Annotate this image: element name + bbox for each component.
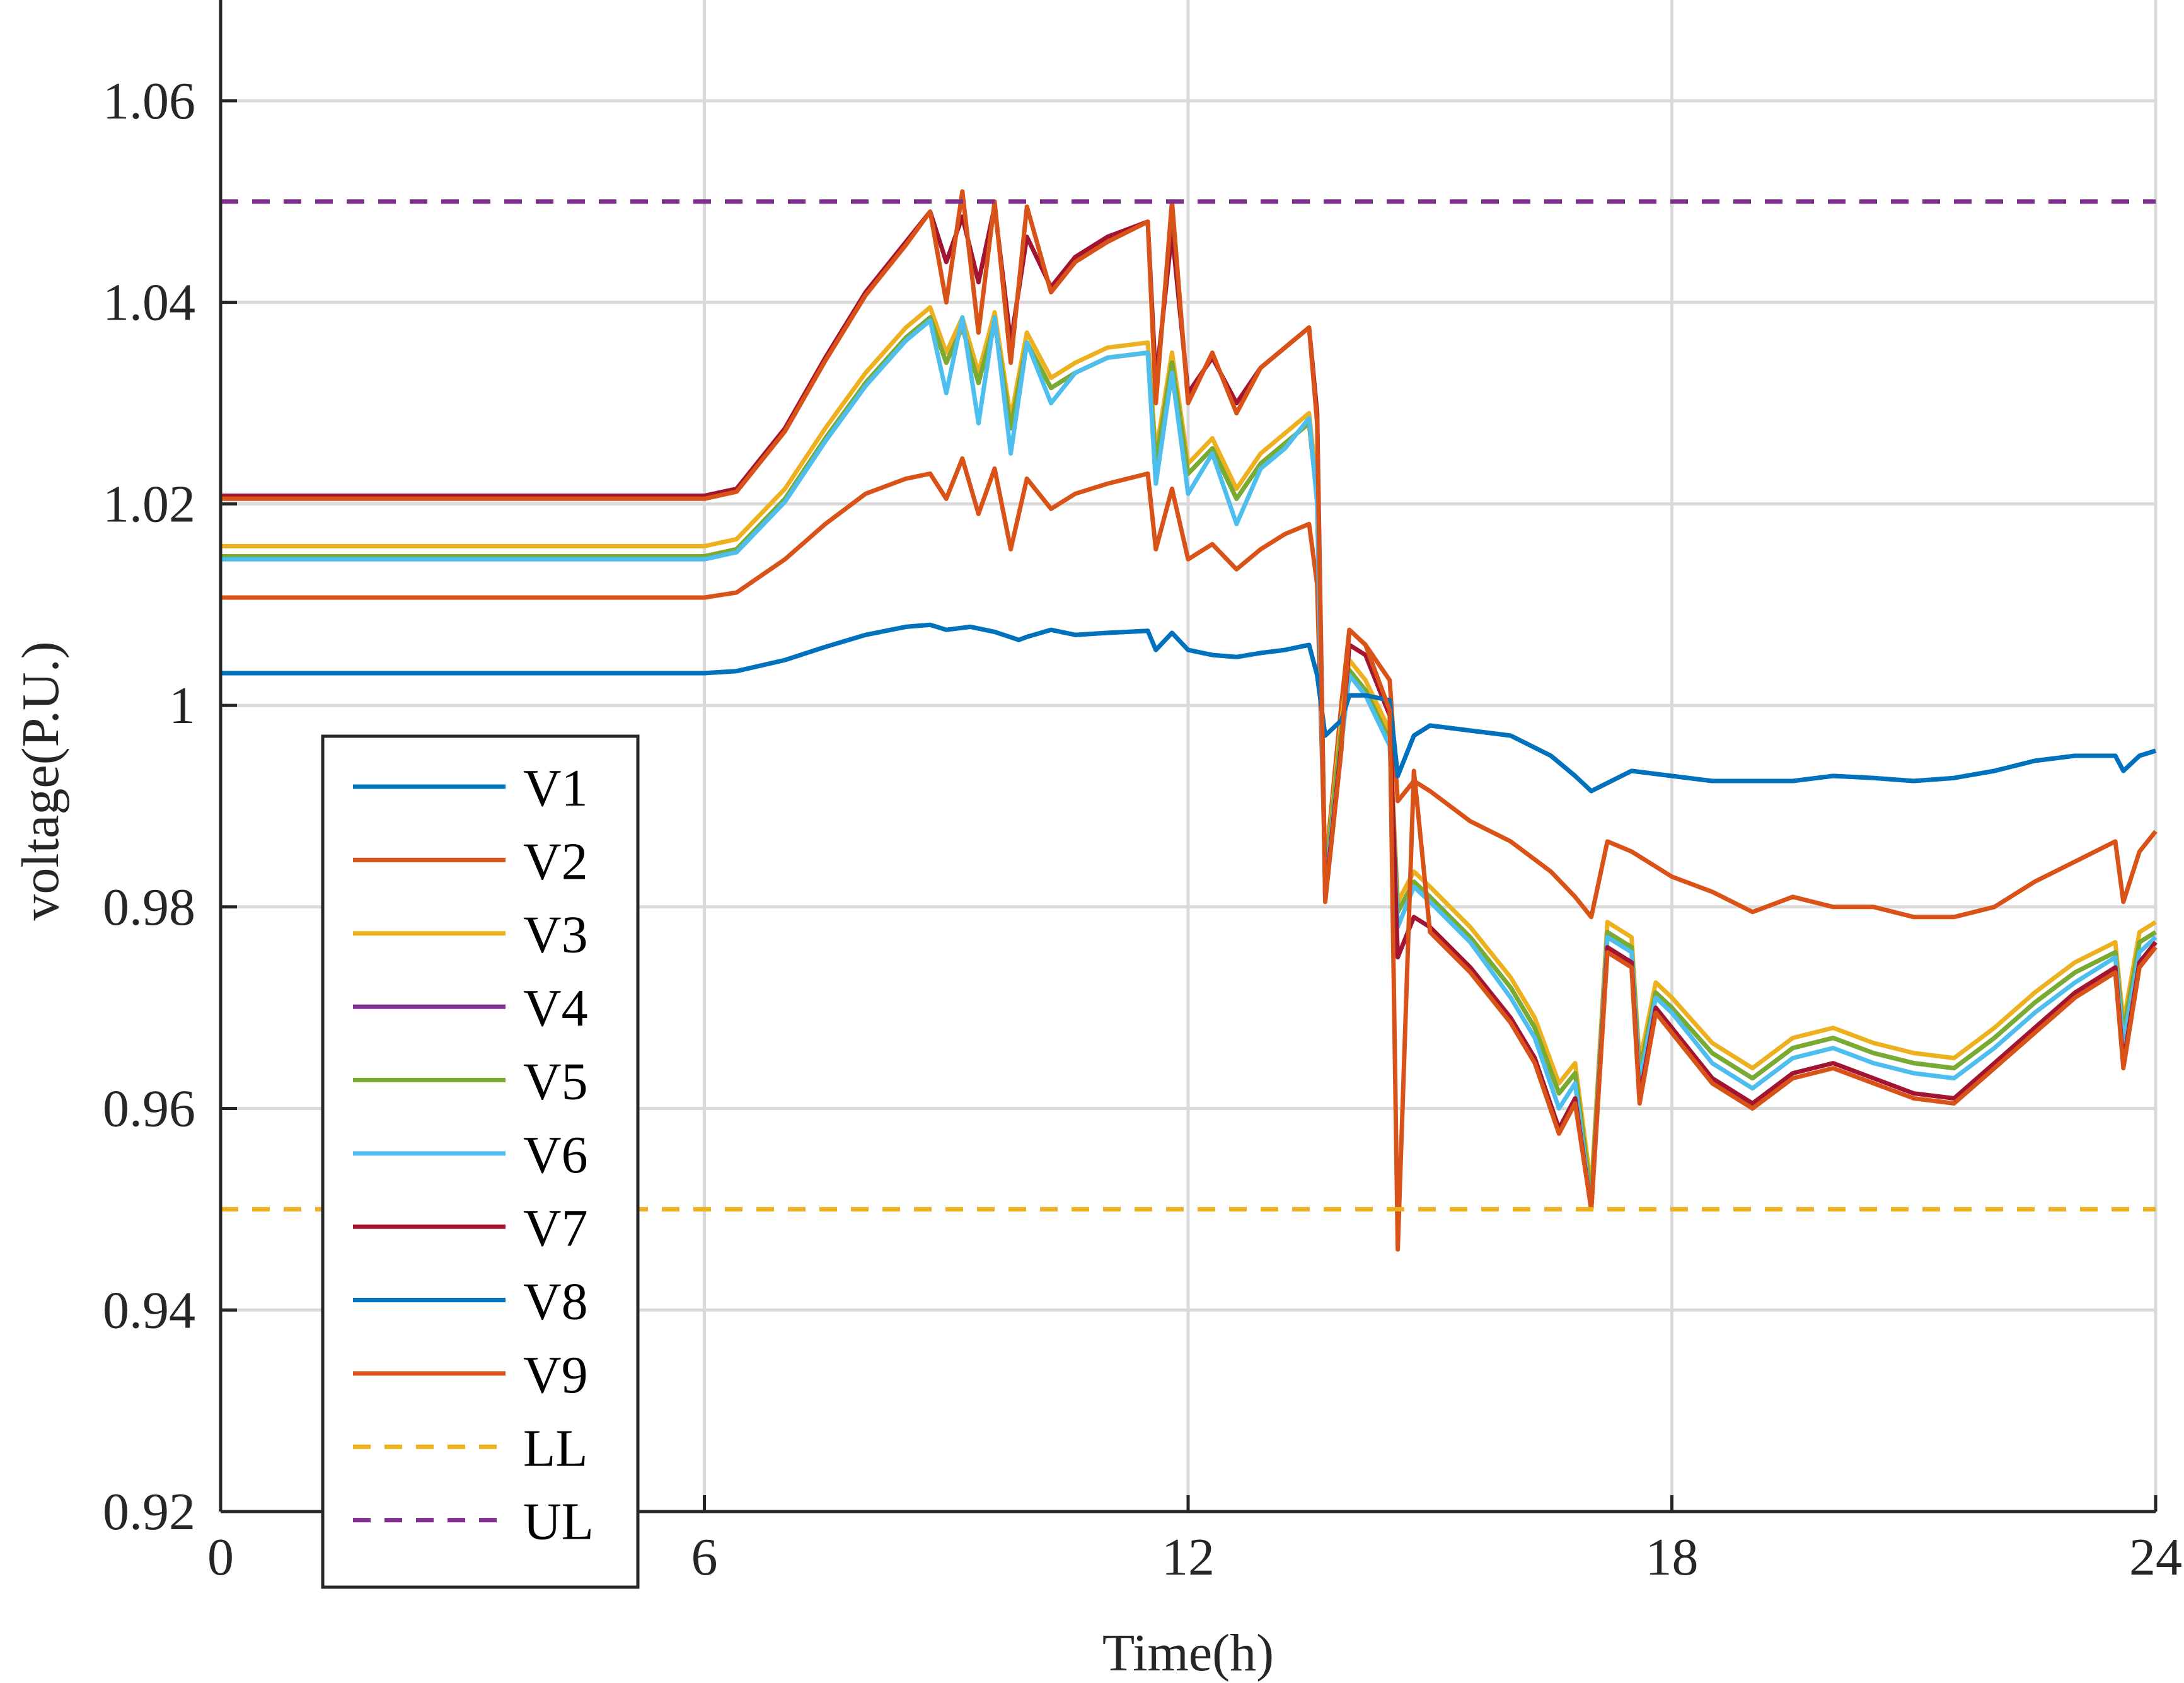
series-line-v7 — [221, 204, 2158, 1212]
tick-labels: 0 6 12 18 24 0.92 0.94 0.96 0.98 1 1.02 1.04 1.06 — [103, 72, 2182, 1587]
legend-label-v2: V2 — [523, 832, 588, 891]
x-axis-label: Time(h) — [1102, 1624, 1274, 1682]
x-tick-label: 0 — [207, 1528, 234, 1587]
legend-box — [321, 734, 640, 1589]
x-tick-label: 24 — [2129, 1528, 2182, 1587]
legend-label-v4: V4 — [523, 979, 588, 1038]
y-tick-label: 1.06 — [103, 72, 195, 130]
legend-label-v6: V6 — [523, 1126, 588, 1184]
x-tick-label: 18 — [1646, 1528, 1699, 1587]
y-tick-label: 0.94 — [103, 1281, 195, 1339]
series-line-v5 — [221, 315, 2157, 1201]
y-axis-label: voltage(P.U.) — [11, 641, 70, 920]
y-tick-label: 1.02 — [103, 475, 195, 533]
legend-label-v7: V7 — [523, 1199, 588, 1258]
y-tick-label: 0.98 — [103, 878, 195, 937]
legend: V1 V2 V3 V4 V5 V6 V7 V8 V9 LL UL — [321, 734, 640, 1589]
legend-label-ul: UL — [523, 1493, 594, 1551]
legend-label-v3: V3 — [523, 906, 588, 964]
y-tick-label: 1.04 — [103, 274, 195, 332]
legend-label-v1: V1 — [523, 759, 588, 818]
y-tick-label: 1 — [169, 676, 195, 735]
legend-label-ll: LL — [523, 1419, 588, 1478]
legend-label-v9: V9 — [523, 1346, 588, 1404]
y-tick-label: 0.92 — [103, 1483, 195, 1541]
legend-label-v5: V5 — [523, 1052, 588, 1111]
legend-label-v8: V8 — [523, 1273, 588, 1331]
series-line-v3 — [221, 305, 2157, 1191]
y-tick-label: 0.96 — [103, 1080, 195, 1138]
x-tick-label: 6 — [691, 1528, 718, 1587]
x-tick-label: 12 — [1162, 1528, 1215, 1587]
series-line-v9 — [221, 189, 2158, 1252]
series-line-v6 — [221, 315, 2158, 1212]
